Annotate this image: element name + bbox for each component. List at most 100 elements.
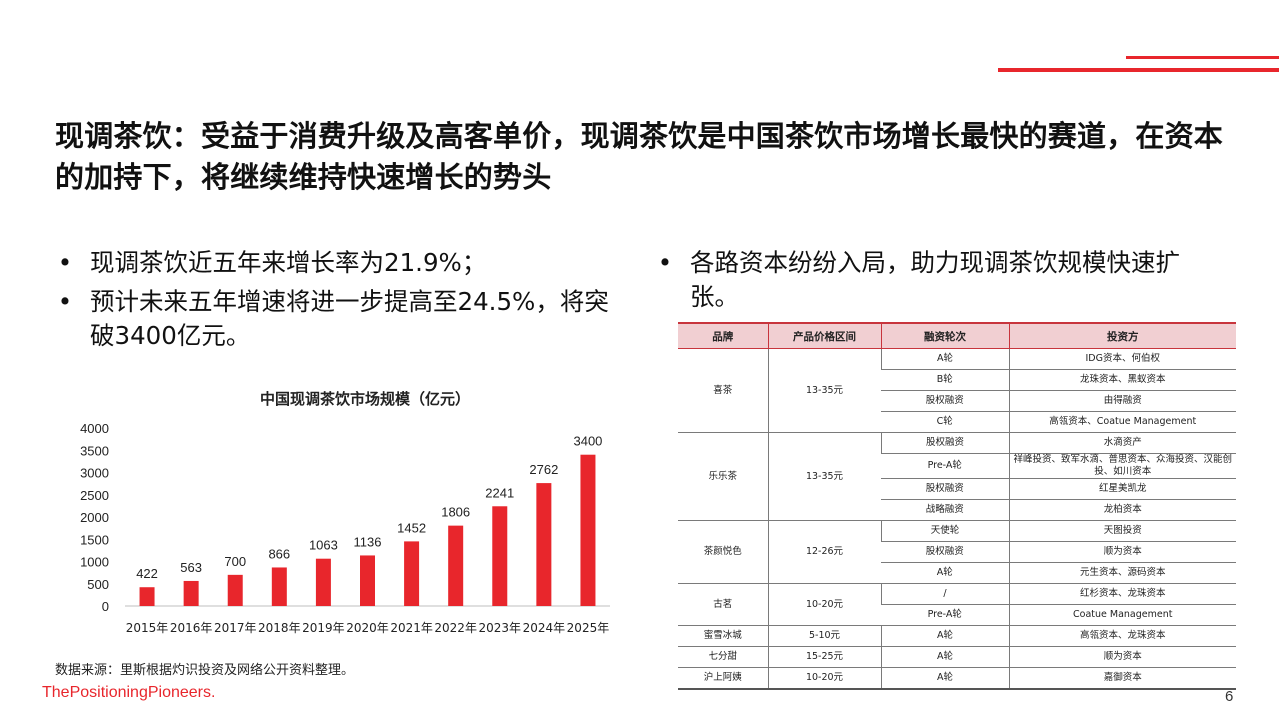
y-tick-label: 4000 (80, 421, 109, 436)
table-row: 乐乐茶 13-35元 股权融资 水滴资产 (678, 432, 1236, 521)
round-cell: 股权融资 (881, 541, 1009, 563)
brand-cell: 古茗 (678, 583, 768, 626)
y-tick-label: 2000 (80, 510, 109, 525)
brand-cell: 蜜雪冰城 (678, 625, 768, 647)
bullet-text: 各路资本纷纷入局，助力现调茶饮规模快速扩张。 (690, 248, 1180, 311)
round-cell: A轮 (880, 646, 1009, 668)
round-cell: 股权融资 (881, 478, 1009, 500)
bar-value-label: 422 (136, 566, 158, 581)
bar-value-label: 563 (180, 560, 202, 575)
round-cell: Pre-A轮 (881, 604, 1009, 626)
decorative-red-line-top (1126, 56, 1279, 59)
investor-cell: 高瓴资本、龙珠资本 (1008, 625, 1236, 647)
investment-table: 品牌 产品价格区间 融资轮次 投资方 喜茶 13-35元 A轮 IDG资本、何伯权 B轮 龙珠资… (678, 322, 1236, 690)
right-bullet-list: • 各路资本纷纷入局，助力现调茶饮规模快速扩张。 (655, 246, 1225, 319)
brand-cell: 乐乐茶 (678, 432, 768, 521)
table-row: 股权融资 红星美凯龙 (678, 478, 1236, 500)
slide-title: 现调茶饮：受益于消费升级及高客单价，现调茶饮是中国茶饮市场增长最快的赛道，在资本… (55, 119, 1224, 194)
bullet-item: • 预计未来五年增速将进一步提高至24.5%，将突破3400亿元。 (55, 285, 630, 353)
bar (580, 454, 596, 606)
table-header-cell: 融资轮次 (880, 322, 1009, 349)
table-row: 蜜雪冰城 5-10元 A轮 高瓴资本、龙珠资本 (678, 625, 1236, 647)
table-header-cell: 投资方 (1008, 322, 1236, 349)
x-tick-label: 2019年 (302, 621, 345, 635)
bar-value-label: 700 (224, 554, 246, 569)
chart-title: 中国现调茶饮市场规模（亿元） (259, 390, 470, 408)
bar (404, 541, 420, 606)
x-tick-label: 2017年 (214, 621, 257, 635)
table-row: 股权融资 顺为资本 (678, 541, 1236, 563)
table-row: 茶颜悦色 12-26元 天使轮 天图投资 (678, 520, 1236, 584)
investor-cell: 天图投资 (1008, 520, 1236, 542)
x-tick-label: 2023年 (478, 621, 521, 635)
table-row: 古茗 10-20元 / 红杉资本、龙珠资本 (678, 583, 1236, 626)
x-tick-label: 2022年 (434, 621, 477, 635)
round-cell: 股权融资 (880, 432, 1009, 454)
table-row: 战略融资 龙柏资本 (678, 499, 1236, 521)
bullet-text: 预计未来五年增速将进一步提高至24.5%，将突破3400亿元。 (90, 287, 609, 350)
round-cell: C轮 (881, 411, 1009, 433)
bar-value-label: 866 (268, 546, 290, 561)
table-row: Pre-A轮 祥峰投资、致军水滴、普思资本、众海投资、汉能创投、如川资本 (678, 453, 1236, 479)
investor-cell: IDG资本、何伯权 (1008, 348, 1236, 370)
bullet-dot-icon: • (57, 248, 73, 277)
round-cell: A轮 (880, 667, 1009, 690)
table-row: B轮 龙珠资本、黑蚁资本 (678, 369, 1236, 391)
price-cell: 5-10元 (767, 625, 881, 647)
price-cell: 10-20元 (767, 583, 881, 626)
table-row: C轮 高瓴资本、Coatue Management (678, 411, 1236, 433)
bar-value-label: 2762 (529, 462, 558, 477)
market-size-bar-chart: 0 500 1000 1500 2000 2500 3000 3500 4000 422 2015年… (80, 421, 610, 635)
x-tick-label: 2025年 (567, 621, 610, 635)
investor-cell: 龙柏资本 (1008, 499, 1236, 521)
y-tick-label: 2500 (80, 488, 109, 503)
round-cell: A轮 (880, 348, 1009, 370)
bullet-item: • 各路资本纷纷入局，助力现调茶饮规模快速扩张。 (655, 246, 1225, 314)
investor-cell: 龙珠资本、黑蚁资本 (1008, 369, 1236, 391)
investor-cell: 嘉御资本 (1008, 667, 1236, 690)
brand-cell: 喜茶 (678, 348, 768, 433)
bar (183, 580, 199, 606)
table-row: 沪上阿姨 10-20元 A轮 嘉御资本 (678, 667, 1236, 690)
brand-cell: 沪上阿姨 (678, 667, 768, 690)
table-header-cell: 产品价格区间 (767, 322, 881, 349)
brand-logo-text: ThePositioningPioneers. (42, 684, 216, 701)
round-cell: / (880, 583, 1009, 605)
round-cell: 股权融资 (881, 390, 1009, 412)
price-cell: 15-25元 (767, 646, 881, 668)
investor-cell: 高瓴资本、Coatue Management (1008, 411, 1236, 433)
x-tick-label: 2024年 (523, 621, 566, 635)
bar (271, 567, 287, 606)
bar (492, 506, 508, 606)
bar-value-label: 2241 (485, 485, 514, 500)
bar-value-label: 1806 (441, 505, 470, 520)
y-tick-label: 3000 (80, 466, 109, 481)
x-tick-label: 2021年 (390, 621, 433, 635)
bar-value-label: 1136 (354, 534, 382, 549)
y-tick-label: 1000 (80, 555, 109, 570)
price-cell: 12-26元 (767, 520, 881, 584)
round-cell: 天使轮 (880, 520, 1009, 542)
bullet-text: 现调茶饮近五年来增长率为21.9%； (90, 248, 487, 277)
round-cell: 战略融资 (881, 499, 1009, 521)
bar-value-label: 1452 (397, 520, 426, 535)
bar-value-label: 1063 (309, 538, 338, 553)
price-cell: 13-35元 (767, 432, 881, 521)
bar (536, 483, 552, 606)
bullet-dot-icon: • (657, 248, 673, 277)
investor-cell: 元生资本、源码资本 (1008, 562, 1236, 584)
x-tick-label: 2015年 (126, 621, 169, 635)
data-source-note: 数据来源：里斯根据灼识投资及网络公开资料整理。 (55, 663, 355, 678)
round-cell: A轮 (881, 562, 1009, 584)
price-cell: 10-20元 (767, 667, 881, 690)
bar (139, 587, 155, 606)
table-row: 股权融资 由得融资 (678, 390, 1236, 412)
table-header-row: 品牌 产品价格区间 融资轮次 投资方 (678, 322, 1236, 349)
table-row: 喜茶 13-35元 A轮 IDG资本、何伯权 (678, 348, 1236, 433)
brand-cell: 七分甜 (678, 646, 768, 668)
bar (448, 525, 464, 606)
decorative-red-line-bottom (998, 68, 1279, 72)
investor-cell: Coatue Management (1008, 604, 1236, 626)
x-tick-label: 2018年 (258, 621, 301, 635)
table-row: Pre-A轮 Coatue Management (678, 604, 1236, 626)
